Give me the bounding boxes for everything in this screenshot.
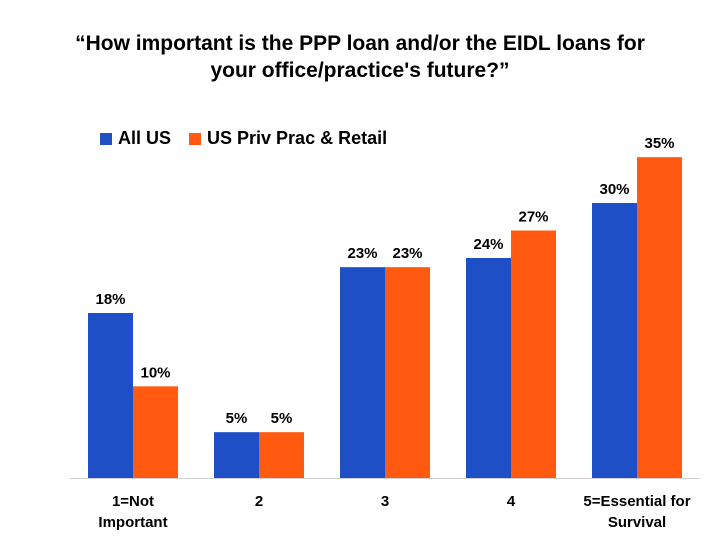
data-label-all-us-cat-1: 18% — [95, 291, 125, 308]
category-label-4: 4 — [507, 493, 516, 510]
legend-item-all-us: All US — [100, 128, 171, 149]
data-label-us-priv-prac-cat-1: 10% — [140, 364, 170, 381]
chart-title-line-2: your office/practice's future?” — [210, 59, 510, 82]
legend-item-us-priv-prac: US Priv Prac & Retail — [189, 128, 387, 149]
chart-title: “How important is the PPP loan and/or th… — [0, 30, 720, 84]
category-label-5-line-2: Survival — [608, 514, 666, 531]
bar-us-priv-prac-cat-3 — [385, 267, 430, 478]
category-label-5: 5=Essential for — [583, 493, 690, 510]
data-label-us-priv-prac-cat-4: 27% — [518, 209, 548, 226]
category-label-1: 1=Not — [112, 493, 154, 510]
bar-all-us-cat-4 — [466, 258, 511, 478]
category-label-1-line-2: Important — [98, 514, 167, 531]
bar-all-us-cat-5 — [592, 203, 637, 478]
bar-all-us-cat-1 — [88, 313, 133, 478]
data-label-all-us-cat-4: 24% — [473, 236, 503, 253]
legend: All US US Priv Prac & Retail — [100, 128, 405, 149]
legend-label-all-us: All US — [118, 128, 172, 148]
category-label-2: 2 — [255, 493, 263, 510]
bar-us-priv-prac-cat-5 — [637, 157, 682, 478]
bar-all-us-cat-2 — [214, 432, 259, 478]
chart-title-line-1: “How important is the PPP loan and/or th… — [75, 32, 645, 55]
data-label-us-priv-prac-cat-2: 5% — [271, 410, 293, 427]
data-label-all-us-cat-2: 5% — [226, 410, 248, 427]
bar-us-priv-prac-cat-4 — [511, 230, 556, 478]
category-label-3: 3 — [381, 493, 389, 510]
legend-swatch-us-priv-prac — [189, 132, 202, 145]
data-label-us-priv-prac-cat-5: 35% — [644, 135, 674, 152]
legend-swatch-all-us — [100, 132, 112, 145]
bar-us-priv-prac-cat-1 — [133, 386, 178, 478]
bar-all-us-cat-3 — [340, 267, 385, 478]
bar-us-priv-prac-cat-2 — [259, 432, 304, 478]
data-label-all-us-cat-5: 30% — [599, 181, 629, 198]
data-label-all-us-cat-3: 23% — [347, 245, 377, 262]
legend-label-us-priv-prac: US Priv Prac & Retail — [207, 128, 388, 148]
data-label-us-priv-prac-cat-3: 23% — [392, 245, 422, 262]
